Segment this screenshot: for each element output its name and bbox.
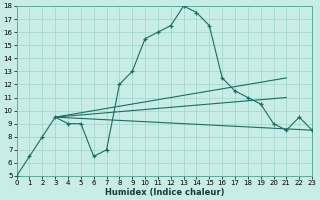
X-axis label: Humidex (Indice chaleur): Humidex (Indice chaleur): [105, 188, 224, 197]
